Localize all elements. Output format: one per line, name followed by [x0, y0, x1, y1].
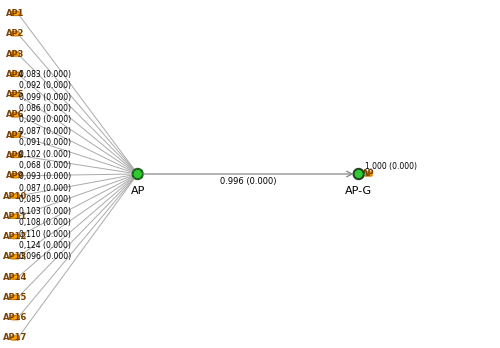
Text: AP-G: AP-G — [345, 186, 372, 196]
Text: AP2: AP2 — [6, 29, 25, 38]
FancyBboxPatch shape — [11, 72, 20, 77]
Text: AP13: AP13 — [3, 252, 28, 261]
Ellipse shape — [354, 169, 364, 179]
FancyBboxPatch shape — [11, 11, 20, 16]
Text: 0,091 (0.000): 0,091 (0.000) — [20, 138, 72, 147]
Text: 0,124 (0.000): 0,124 (0.000) — [20, 241, 71, 250]
Text: 0,099 (0.000): 0,099 (0.000) — [20, 93, 72, 102]
Text: AP15: AP15 — [3, 293, 28, 302]
Text: AP3: AP3 — [6, 49, 25, 58]
Text: AP12: AP12 — [3, 232, 28, 241]
Text: 0,087 (0.000): 0,087 (0.000) — [20, 184, 72, 193]
Text: AP: AP — [130, 186, 145, 196]
FancyBboxPatch shape — [11, 174, 20, 178]
Ellipse shape — [132, 169, 143, 179]
Text: 0,085 (0.000): 0,085 (0.000) — [20, 195, 72, 204]
FancyBboxPatch shape — [11, 275, 20, 279]
Text: 0,093 (0.000): 0,093 (0.000) — [20, 173, 72, 182]
Text: AP8: AP8 — [6, 151, 25, 160]
Text: AP11: AP11 — [3, 212, 28, 221]
FancyBboxPatch shape — [11, 133, 20, 137]
Text: 0,087 (0.000): 0,087 (0.000) — [20, 127, 72, 136]
Text: 0,108 (0.000): 0,108 (0.000) — [20, 218, 71, 227]
Text: 0.996 (0.000): 0.996 (0.000) — [220, 177, 276, 187]
Text: AP6: AP6 — [6, 110, 25, 119]
Text: 1.000 (0.000): 1.000 (0.000) — [365, 161, 417, 171]
Text: 0,068 (0.000): 0,068 (0.000) — [20, 161, 72, 170]
Text: 0,086 (0.000): 0,086 (0.000) — [20, 104, 72, 113]
Text: AP: AP — [362, 169, 374, 179]
FancyBboxPatch shape — [11, 32, 20, 36]
Text: AP9: AP9 — [6, 171, 25, 180]
Text: AP14: AP14 — [3, 272, 28, 282]
FancyBboxPatch shape — [364, 172, 372, 176]
Text: 0,096 (0.000): 0,096 (0.000) — [20, 252, 72, 261]
FancyBboxPatch shape — [11, 316, 20, 320]
Text: AP16: AP16 — [3, 313, 28, 322]
Text: AP10: AP10 — [3, 191, 28, 200]
FancyBboxPatch shape — [11, 52, 20, 56]
FancyBboxPatch shape — [11, 336, 20, 340]
Text: 0,102 (0.000): 0,102 (0.000) — [20, 150, 71, 159]
FancyBboxPatch shape — [11, 93, 20, 97]
FancyBboxPatch shape — [11, 153, 20, 158]
FancyBboxPatch shape — [11, 255, 20, 259]
FancyBboxPatch shape — [11, 113, 20, 117]
Text: 0,103 (0.000): 0,103 (0.000) — [20, 207, 72, 216]
Text: AP17: AP17 — [3, 333, 28, 342]
FancyBboxPatch shape — [11, 235, 20, 239]
Text: 0,092 (0.000): 0,092 (0.000) — [20, 81, 72, 90]
FancyBboxPatch shape — [11, 214, 20, 219]
FancyBboxPatch shape — [11, 194, 20, 198]
Text: AP7: AP7 — [6, 130, 25, 140]
FancyBboxPatch shape — [11, 295, 20, 300]
Text: 0,110 (0.000): 0,110 (0.000) — [20, 230, 71, 238]
Text: AP1: AP1 — [6, 9, 25, 18]
Text: 0,083 (0.000): 0,083 (0.000) — [20, 70, 72, 79]
Text: 0,090 (0.000): 0,090 (0.000) — [20, 116, 72, 125]
Text: AP5: AP5 — [6, 90, 25, 99]
Text: AP4: AP4 — [6, 70, 25, 79]
